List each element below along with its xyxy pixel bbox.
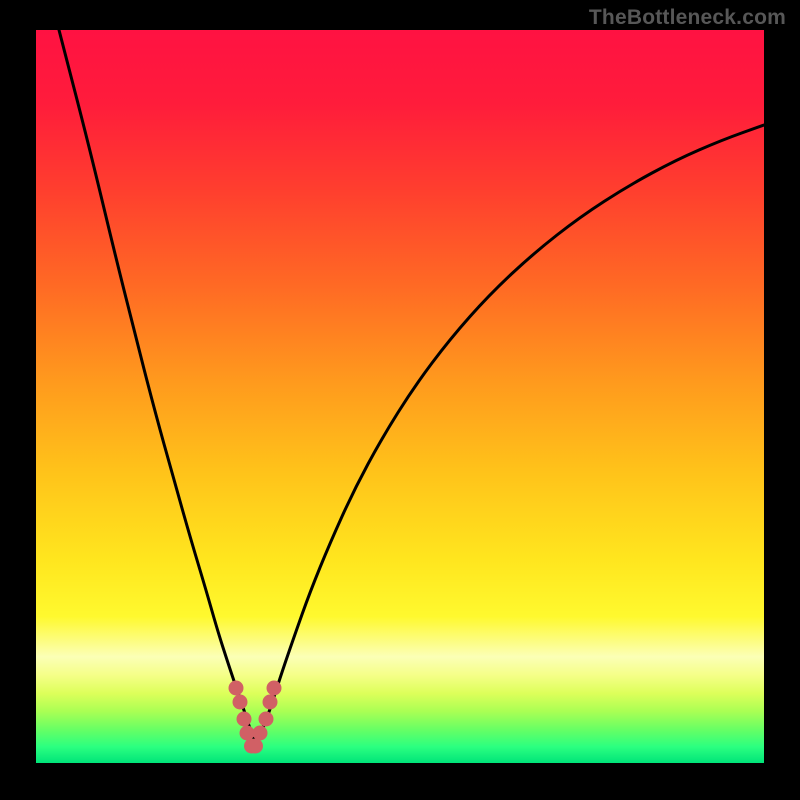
marker-point	[237, 712, 252, 727]
marker-point	[248, 739, 263, 754]
chart-frame: TheBottleneck.com	[0, 0, 800, 800]
curve-layer	[36, 30, 764, 763]
marker-point	[259, 712, 274, 727]
highlight-markers	[229, 681, 282, 754]
marker-point	[263, 695, 278, 710]
marker-point	[267, 681, 282, 696]
marker-point	[229, 681, 244, 696]
marker-point	[253, 726, 268, 741]
marker-point	[233, 695, 248, 710]
plot-area	[36, 30, 764, 763]
watermark-text: TheBottleneck.com	[589, 6, 786, 30]
marker-point	[240, 726, 255, 741]
bottleneck-curve	[59, 30, 764, 740]
